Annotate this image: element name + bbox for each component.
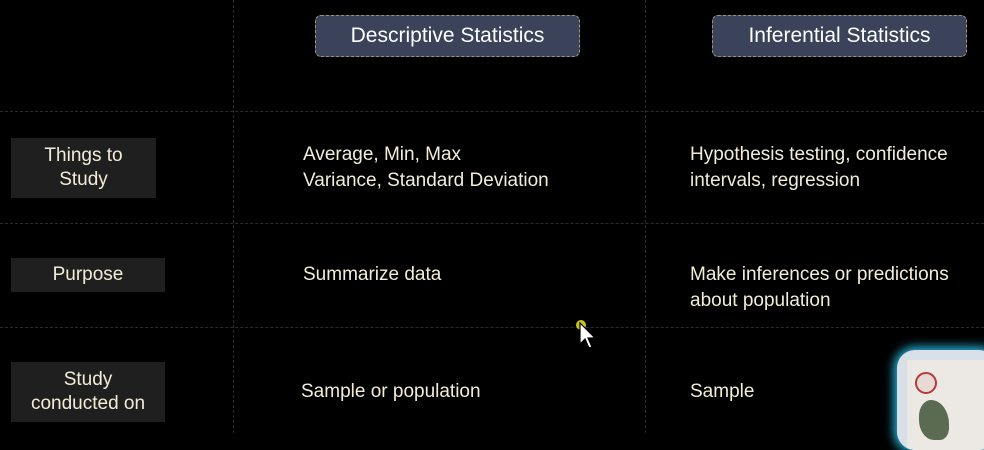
cell-line: about population <box>690 290 831 311</box>
descriptive-study-conducted-on: Sample or population <box>301 379 481 405</box>
row-label-things-to-study: Things to Study <box>11 138 156 198</box>
column-divider-2 <box>645 0 646 433</box>
cell-line: Average, Min, Max <box>303 144 462 165</box>
descriptive-things-to-study: Average, Min, Max Variance, Standard Dev… <box>303 142 549 194</box>
row-divider-3 <box>0 327 984 328</box>
row-divider-2 <box>0 223 984 224</box>
row-label-line: Study <box>59 169 108 190</box>
inferential-purpose: Make inferences or predictions about pop… <box>690 262 949 314</box>
inferential-things-to-study: Hypothesis testing, confidence intervals… <box>690 142 948 194</box>
descriptive-purpose: Summarize data <box>303 262 441 288</box>
webcam-overlay <box>897 350 984 450</box>
descriptive-statistics-header: Descriptive Statistics <box>315 15 580 57</box>
row-label-line: Purpose <box>52 264 124 285</box>
mouse-pointer-icon <box>579 322 597 349</box>
cell-line: Sample or population <box>301 381 481 402</box>
cell-line: Sample <box>690 381 755 402</box>
column-divider-1 <box>233 0 234 433</box>
row-label-line: conducted on <box>30 393 146 414</box>
cell-line: Hypothesis testing, confidence <box>690 144 948 165</box>
row-label-line: Study <box>63 369 113 390</box>
inferential-study-conducted-on: Sample <box>690 379 754 405</box>
cell-line: intervals, regression <box>690 170 861 191</box>
row-label-study-conducted-on: Study conducted on <box>11 362 165 422</box>
row-divider-1 <box>0 111 984 112</box>
cell-line: Summarize data <box>303 264 442 285</box>
cell-line: Make inferences or predictions <box>690 264 949 285</box>
inferential-statistics-header: Inferential Statistics <box>712 15 967 57</box>
webcam-wall-decoration <box>915 372 937 394</box>
cell-line: Variance, Standard Deviation <box>303 170 549 191</box>
row-label-purpose: Purpose <box>11 258 165 292</box>
row-label-line: Things to <box>44 145 123 166</box>
